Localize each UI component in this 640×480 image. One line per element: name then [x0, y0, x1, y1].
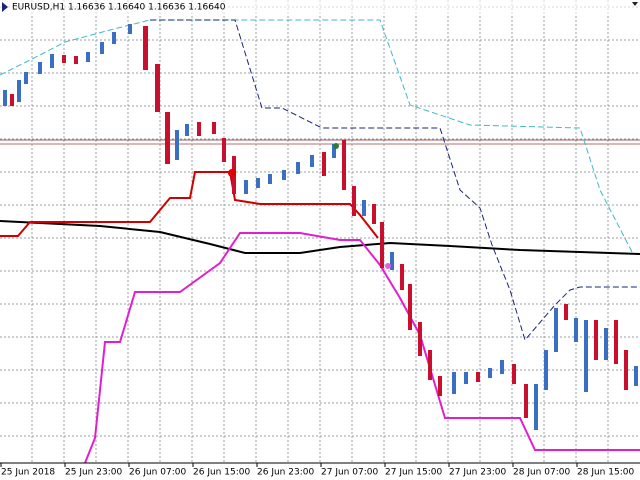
candles	[3, 24, 638, 430]
candle	[10, 94, 14, 106]
candle	[564, 304, 568, 320]
candle	[222, 138, 226, 162]
candle	[476, 372, 480, 382]
channel-lower	[150, 19, 640, 342]
x-tick-label: 25 Jun 23:00	[65, 468, 122, 478]
candle	[464, 372, 468, 384]
candle	[544, 350, 548, 390]
candle	[372, 204, 376, 224]
candle	[268, 174, 272, 184]
candle	[256, 178, 260, 188]
candle	[100, 42, 104, 54]
candle	[574, 318, 578, 342]
candle	[185, 124, 189, 136]
candle	[362, 200, 366, 216]
candle	[390, 252, 394, 270]
candle	[594, 320, 598, 360]
symbol-icon	[2, 2, 8, 12]
trailing-stop	[0, 171, 379, 239]
candle	[155, 64, 160, 112]
candle	[128, 24, 132, 34]
candle	[86, 52, 90, 62]
candle	[534, 384, 538, 430]
candle	[143, 26, 148, 70]
candle	[500, 360, 504, 374]
trailing-stop	[84, 232, 640, 464]
moving-average	[0, 220, 640, 255]
candle	[212, 122, 216, 134]
candle	[604, 328, 608, 360]
x-tick-label: 28 Jun 07:00	[513, 468, 570, 478]
candle	[400, 264, 404, 290]
candle	[17, 80, 21, 102]
candle	[74, 56, 78, 64]
candle	[614, 320, 618, 364]
candle	[322, 152, 326, 176]
candle	[418, 322, 422, 356]
x-tick-label: 27 Jun 23:00	[449, 468, 506, 478]
x-axis-labels: 25 Jun 2018 25 Jun 23:00 26 Jun 07:00 26 Ju…	[0, 463, 634, 478]
x-tick-label: 26 Jun 23:00	[257, 468, 314, 478]
signal-dot	[228, 169, 236, 177]
candle	[62, 55, 66, 63]
candle	[624, 350, 628, 390]
candle	[452, 372, 456, 394]
candle	[282, 170, 286, 180]
candle	[438, 376, 442, 396]
candle	[175, 130, 179, 160]
signal-dot	[333, 143, 339, 149]
candle	[3, 90, 7, 106]
axis-band	[0, 464, 640, 480]
candle	[332, 144, 336, 158]
candle	[380, 222, 384, 268]
candle	[352, 186, 356, 216]
header-band	[0, 0, 640, 14]
candle	[428, 350, 432, 380]
grid	[31, 0, 609, 463]
candle	[554, 308, 558, 352]
candle	[310, 155, 314, 167]
candle	[165, 112, 170, 164]
signal-dot	[385, 263, 391, 269]
candle	[488, 368, 492, 378]
x-tick-label: 26 Jun 07:00	[129, 468, 186, 478]
x-tick-label: 27 Jun 07:00	[321, 468, 378, 478]
candle	[112, 32, 116, 44]
candle	[634, 366, 638, 386]
candle	[197, 122, 201, 136]
chart-title: EURUSD,H1 1.16636 1.16640 1.16636 1.1664…	[12, 3, 226, 13]
candle	[50, 54, 54, 68]
x-tick-label: 26 Jun 15:00	[193, 468, 250, 478]
candle	[524, 384, 528, 418]
candle	[584, 320, 588, 392]
candle	[244, 180, 248, 194]
candle	[342, 140, 346, 190]
candle	[38, 62, 42, 74]
candle	[296, 162, 300, 174]
candle	[512, 364, 516, 384]
x-tick-label: 27 Jun 15:00	[385, 468, 442, 478]
channel-upper	[0, 19, 633, 253]
x-tick-label: 28 Jun 15:00	[577, 468, 634, 478]
x-tick-label: 25 Jun 2018	[1, 468, 55, 478]
scroll-icon	[632, 2, 638, 6]
candle	[24, 72, 28, 84]
candle	[408, 284, 412, 330]
